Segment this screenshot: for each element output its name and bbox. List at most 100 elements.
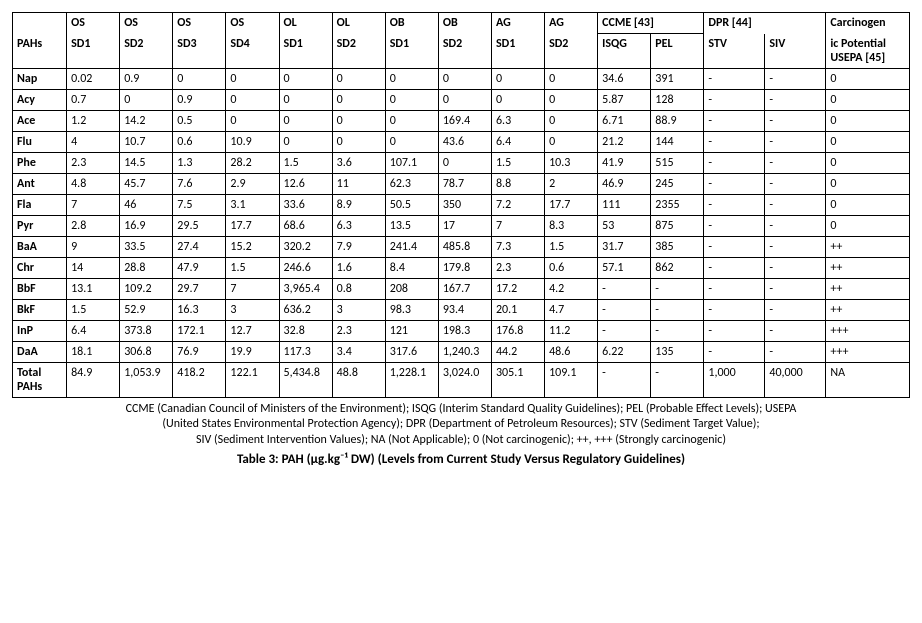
cell: 8.8	[491, 173, 544, 194]
cell: 12.6	[279, 173, 332, 194]
cell: -	[765, 257, 826, 278]
cell: -	[765, 110, 826, 131]
cell: 33.6	[279, 194, 332, 215]
col-subheader: SD3	[173, 34, 226, 69]
col-header: OB	[438, 13, 491, 34]
cell: 0	[120, 89, 173, 110]
col-header: OL	[279, 13, 332, 34]
row-name: Flu	[13, 131, 67, 152]
cell: 0	[826, 68, 910, 89]
row-name: BbF	[13, 278, 67, 299]
cell: 2	[545, 173, 598, 194]
cell: 1.3	[173, 152, 226, 173]
cell: 0	[826, 173, 910, 194]
cell: 6.71	[598, 110, 651, 131]
cell: 28.8	[120, 257, 173, 278]
cell: -	[598, 278, 651, 299]
cell: 1.2	[67, 110, 120, 131]
col-subheader: SD1	[67, 34, 120, 69]
cell: 48.6	[545, 341, 598, 362]
col-subheader: SIV	[765, 34, 826, 69]
table-header: OS OS OS OS OL OL OB OB AG AG CCME [43] …	[13, 13, 910, 69]
table-row: Total PAHs84.91,053.9418.2122.15,434.848…	[13, 362, 910, 397]
cell: 169.4	[438, 110, 491, 131]
pah-table: OS OS OS OS OL OL OB OB AG AG CCME [43] …	[12, 12, 910, 398]
cell: 0	[438, 89, 491, 110]
cell: 18.1	[67, 341, 120, 362]
cell: 0	[332, 68, 385, 89]
cell: 31.7	[598, 236, 651, 257]
cell: 13.1	[67, 278, 120, 299]
cell: -	[765, 152, 826, 173]
cell: 176.8	[491, 320, 544, 341]
cell: 0	[826, 152, 910, 173]
col-header-dpr: DPR [44]	[704, 13, 826, 34]
cell: 208	[385, 278, 438, 299]
cell: 350	[438, 194, 491, 215]
row-name: DaA	[13, 341, 67, 362]
cell: 167.7	[438, 278, 491, 299]
cell: 385	[651, 236, 704, 257]
cell: 0	[826, 131, 910, 152]
footnote-line: (United States Environmental Protection …	[162, 417, 759, 431]
cell: 14	[67, 257, 120, 278]
cell: 320.2	[279, 236, 332, 257]
cell: -	[651, 362, 704, 397]
cell: 111	[598, 194, 651, 215]
cell: -	[765, 299, 826, 320]
cell: 4.8	[67, 173, 120, 194]
cell: 306.8	[120, 341, 173, 362]
cell: 0	[385, 110, 438, 131]
cell: 515	[651, 152, 704, 173]
table-caption: Table 3: PAH (µg.kg⁻¹ DW) (Levels from C…	[12, 452, 910, 467]
cell: 28.2	[226, 152, 279, 173]
cell: 16.3	[173, 299, 226, 320]
row-name: Pyr	[13, 215, 67, 236]
cell: -	[704, 89, 765, 110]
row-name: Nap	[13, 68, 67, 89]
table-row: Chr1428.847.91.5246.61.68.4179.82.30.657…	[13, 257, 910, 278]
cell: 47.9	[173, 257, 226, 278]
cell: 0	[826, 215, 910, 236]
col-subheader: SD2	[545, 34, 598, 69]
cell: 0	[279, 131, 332, 152]
cell: 27.4	[173, 236, 226, 257]
cell: 76.9	[173, 341, 226, 362]
cell: 107.1	[385, 152, 438, 173]
table-row: Flu410.70.610.900043.66.4021.2144--0	[13, 131, 910, 152]
cell: 88.9	[651, 110, 704, 131]
table-row: Ant4.845.77.62.912.61162.378.78.8246.924…	[13, 173, 910, 194]
cell: 305.1	[491, 362, 544, 397]
cell: 0	[279, 68, 332, 89]
table-row: BkF1.552.916.33636.2398.393.420.14.7----…	[13, 299, 910, 320]
cell: 10.7	[120, 131, 173, 152]
cell: 1.5	[491, 152, 544, 173]
table-row: Phe2.314.51.328.21.53.6107.101.510.341.9…	[13, 152, 910, 173]
cell: 41.9	[598, 152, 651, 173]
table-row: InP6.4373.8172.112.732.82.3121198.3176.8…	[13, 320, 910, 341]
cell: -	[704, 173, 765, 194]
cell: -	[765, 89, 826, 110]
cell: 0	[826, 110, 910, 131]
cell: -	[598, 362, 651, 397]
cell: -	[765, 341, 826, 362]
cell: 16.9	[120, 215, 173, 236]
cell: +++	[826, 320, 910, 341]
cell: ++	[826, 299, 910, 320]
cell: 1.5	[67, 299, 120, 320]
cell: 3.6	[332, 152, 385, 173]
cell: 0	[279, 89, 332, 110]
cell: 19.9	[226, 341, 279, 362]
cell: 0	[545, 131, 598, 152]
cell: 0	[332, 131, 385, 152]
cell: 373.8	[120, 320, 173, 341]
cell: 0.9	[120, 68, 173, 89]
col-header: OB	[385, 13, 438, 34]
cell: 46	[120, 194, 173, 215]
col-subheader: SD1	[279, 34, 332, 69]
cell: 5.87	[598, 89, 651, 110]
cell: 2.3	[332, 320, 385, 341]
cell: 33.5	[120, 236, 173, 257]
cell: 14.2	[120, 110, 173, 131]
cell: -	[704, 236, 765, 257]
